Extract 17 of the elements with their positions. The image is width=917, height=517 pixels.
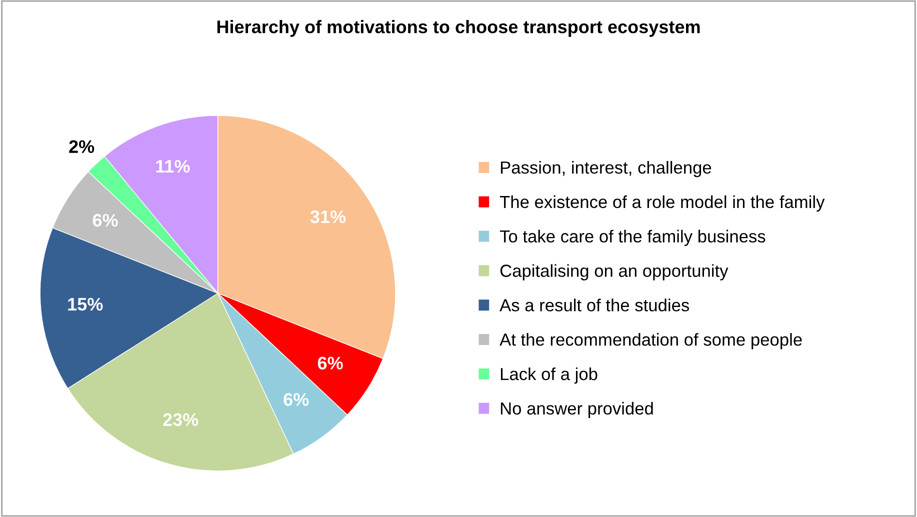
- legend-label: Capitalising on an opportunity: [500, 264, 728, 280]
- data-label: 2%: [69, 140, 94, 153]
- legend-label: Lack of a job: [500, 367, 598, 384]
- legend-label: To take care of the family business: [500, 230, 766, 246]
- data-label: 31%: [310, 210, 346, 224]
- legend-label: At the recommendation of some people: [500, 333, 802, 350]
- chart-title: Hierarchy of motivations to choose transport ecosystem: [217, 20, 700, 37]
- data-label: 6%: [318, 356, 343, 370]
- legend-label: Passion, interest, challenge: [500, 160, 712, 178]
- legend-label: The existence of a role model in the family: [500, 195, 825, 212]
- data-label: 6%: [284, 393, 309, 406]
- legend-label: No answer provided: [500, 402, 653, 418]
- data-label: 23%: [163, 413, 198, 426]
- data-label: 11%: [156, 160, 190, 173]
- legend-label: As a result of the studies: [500, 298, 690, 312]
- data-label: 15%: [68, 298, 103, 311]
- data-label: 6%: [92, 214, 118, 227]
